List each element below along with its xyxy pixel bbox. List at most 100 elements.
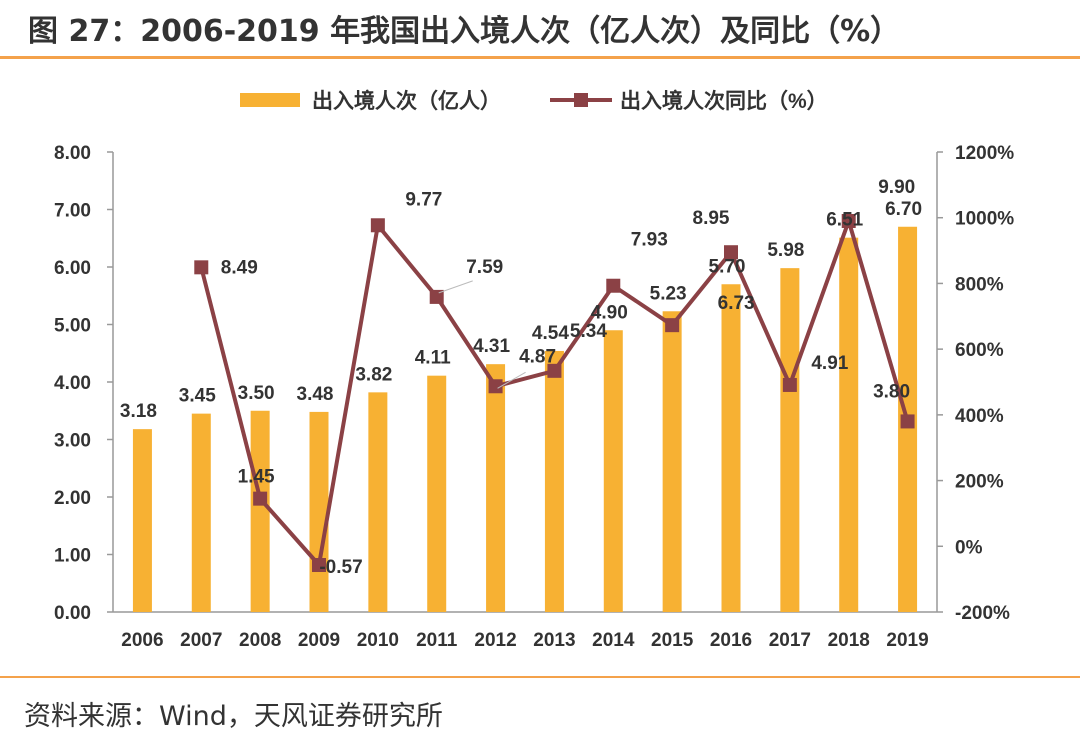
bar-data-label: 5.70: [709, 256, 746, 277]
data-labels: 3.18 3.45 3.50 3.48 3.82 4.11 4.31 4.54 4.90 5.23…: [120, 177, 922, 578]
legend-line-label: 出入境人次同比（%）: [620, 89, 828, 113]
line-marker: [900, 414, 915, 429]
bar: [486, 364, 506, 612]
bar-data-label: 6.70: [885, 199, 922, 220]
legend: 出入境人次（亿人） 出入境人次同比（%）: [240, 89, 828, 113]
y-right-tick-label: -200%: [955, 603, 1010, 624]
bar-data-label: 5.98: [767, 240, 804, 261]
bar-data-label: 6.51: [826, 210, 863, 231]
bar-data-label: 4.11: [415, 348, 451, 369]
y-left-tick-label: 4.00: [54, 373, 91, 394]
x-tick-label: 2006: [121, 630, 163, 651]
legend-bar-swatch: [240, 93, 300, 107]
bar: [603, 330, 623, 612]
x-tick-label: 2015: [651, 630, 694, 651]
x-tick-label: 2011: [416, 630, 458, 651]
bar: [309, 411, 329, 612]
bar-series: [132, 226, 918, 613]
bar-data-label: 5.23: [650, 283, 687, 304]
bar: [191, 413, 211, 612]
label-leader-line: [497, 371, 526, 389]
figure-title: 图 27：2006-2019 年我国出入境人次（亿人次）及同比（%）: [28, 14, 901, 49]
x-tick-label: 2012: [474, 630, 516, 651]
x-tick-label: 2019: [886, 630, 928, 651]
x-tick-label: 2009: [298, 630, 340, 651]
legend-line-marker: [574, 93, 588, 107]
bar: [250, 410, 270, 612]
x-tick-label: 2017: [769, 630, 811, 651]
bar-data-label: 3.45: [179, 386, 216, 407]
x-tick-label: 2007: [180, 630, 222, 651]
y-left-tick-label: 3.00: [54, 431, 91, 452]
line-data-label: 4.91: [811, 353, 848, 374]
y-right-tick-label: 0%: [955, 537, 983, 558]
line-data-label: 4.87: [519, 346, 556, 367]
y-left-tick-label: 0.00: [54, 603, 91, 624]
y-right-tick-label: 400%: [955, 406, 1004, 427]
y-right-tick-label: 1200%: [955, 143, 1014, 164]
bar-data-label: 4.90: [591, 302, 628, 323]
bar: [368, 392, 388, 612]
y-left-tick-label: 8.00: [54, 143, 91, 164]
line-marker: [429, 289, 444, 304]
x-tick-label: 2016: [710, 630, 752, 651]
axes: 0.00 1.00 2.00 3.00 4.00 5.00 6.00 7.00 8.00 -200…: [54, 143, 1014, 651]
footer-divider: [0, 676, 1080, 678]
bar: [839, 237, 859, 613]
bar: [780, 268, 800, 612]
line-data-label: 8.49: [221, 257, 258, 278]
line-data-label: 9.90: [878, 177, 915, 198]
y-right-tick-label: 800%: [955, 274, 1004, 295]
label-leader-line: [438, 280, 473, 294]
y-left-tick-label: 6.00: [54, 258, 91, 279]
line-marker: [547, 363, 562, 378]
x-tick-label: 2018: [828, 630, 870, 651]
line-series: [194, 214, 915, 573]
line-marker: [194, 260, 209, 275]
x-tick-label: 2013: [533, 630, 575, 651]
x-tick-label: 2010: [357, 630, 399, 651]
bar: [544, 350, 564, 612]
line-marker: [841, 214, 856, 228]
line-data-label: 9.77: [405, 189, 442, 210]
x-tick-label: 2008: [239, 630, 281, 651]
line-data-label: 5.34: [570, 321, 607, 342]
y-left-tick-label: 1.00: [54, 546, 91, 567]
bar-data-label: 4.54: [532, 323, 569, 344]
title-divider: [0, 56, 1080, 59]
line-marker: [665, 318, 680, 333]
bar: [427, 375, 447, 612]
x-tick-label: 2014: [592, 630, 635, 651]
source-note: 资料来源：Wind，天风证券研究所: [24, 701, 443, 732]
line-marker: [606, 278, 621, 293]
line-marker: [724, 245, 738, 260]
bar: [662, 311, 682, 612]
y-right-tick-label: 600%: [955, 340, 1004, 361]
line-data-label: 8.95: [693, 208, 730, 229]
line-data-label: 7.59: [466, 257, 503, 278]
line-data-label: 3.80: [873, 381, 910, 402]
y-left-tick-label: 5.00: [54, 316, 91, 337]
bar: [721, 284, 741, 612]
bar-data-label: 3.18: [120, 401, 157, 422]
line-marker: [312, 558, 326, 573]
line-marker: [253, 491, 268, 506]
y-left-tick-label: 7.00: [54, 201, 91, 222]
bar-data-label: 3.50: [238, 383, 275, 404]
line-marker: [488, 379, 503, 394]
bar: [132, 429, 152, 612]
line-data-label: 1.45: [238, 467, 275, 488]
bar-data-label: 4.31: [473, 336, 510, 357]
line-data-label: 7.93: [631, 230, 668, 251]
y-right-tick-label: 200%: [955, 472, 1004, 493]
combo-chart: 0.00 1.00 2.00 3.00 4.00 5.00 6.00 7.00 8.00 -200…: [54, 89, 1014, 651]
bar-data-label: 3.82: [355, 364, 392, 385]
bar-data-label: 3.48: [297, 384, 334, 405]
line-data-label: 6.73: [718, 293, 755, 314]
legend-bar-label: 出入境人次（亿人）: [312, 89, 501, 113]
line-marker: [370, 218, 385, 233]
line-data-label: -0.57: [319, 557, 362, 578]
y-left-tick-label: 2.00: [54, 488, 91, 509]
line-marker: [782, 377, 797, 392]
y-right-tick-label: 1000%: [955, 209, 1014, 230]
